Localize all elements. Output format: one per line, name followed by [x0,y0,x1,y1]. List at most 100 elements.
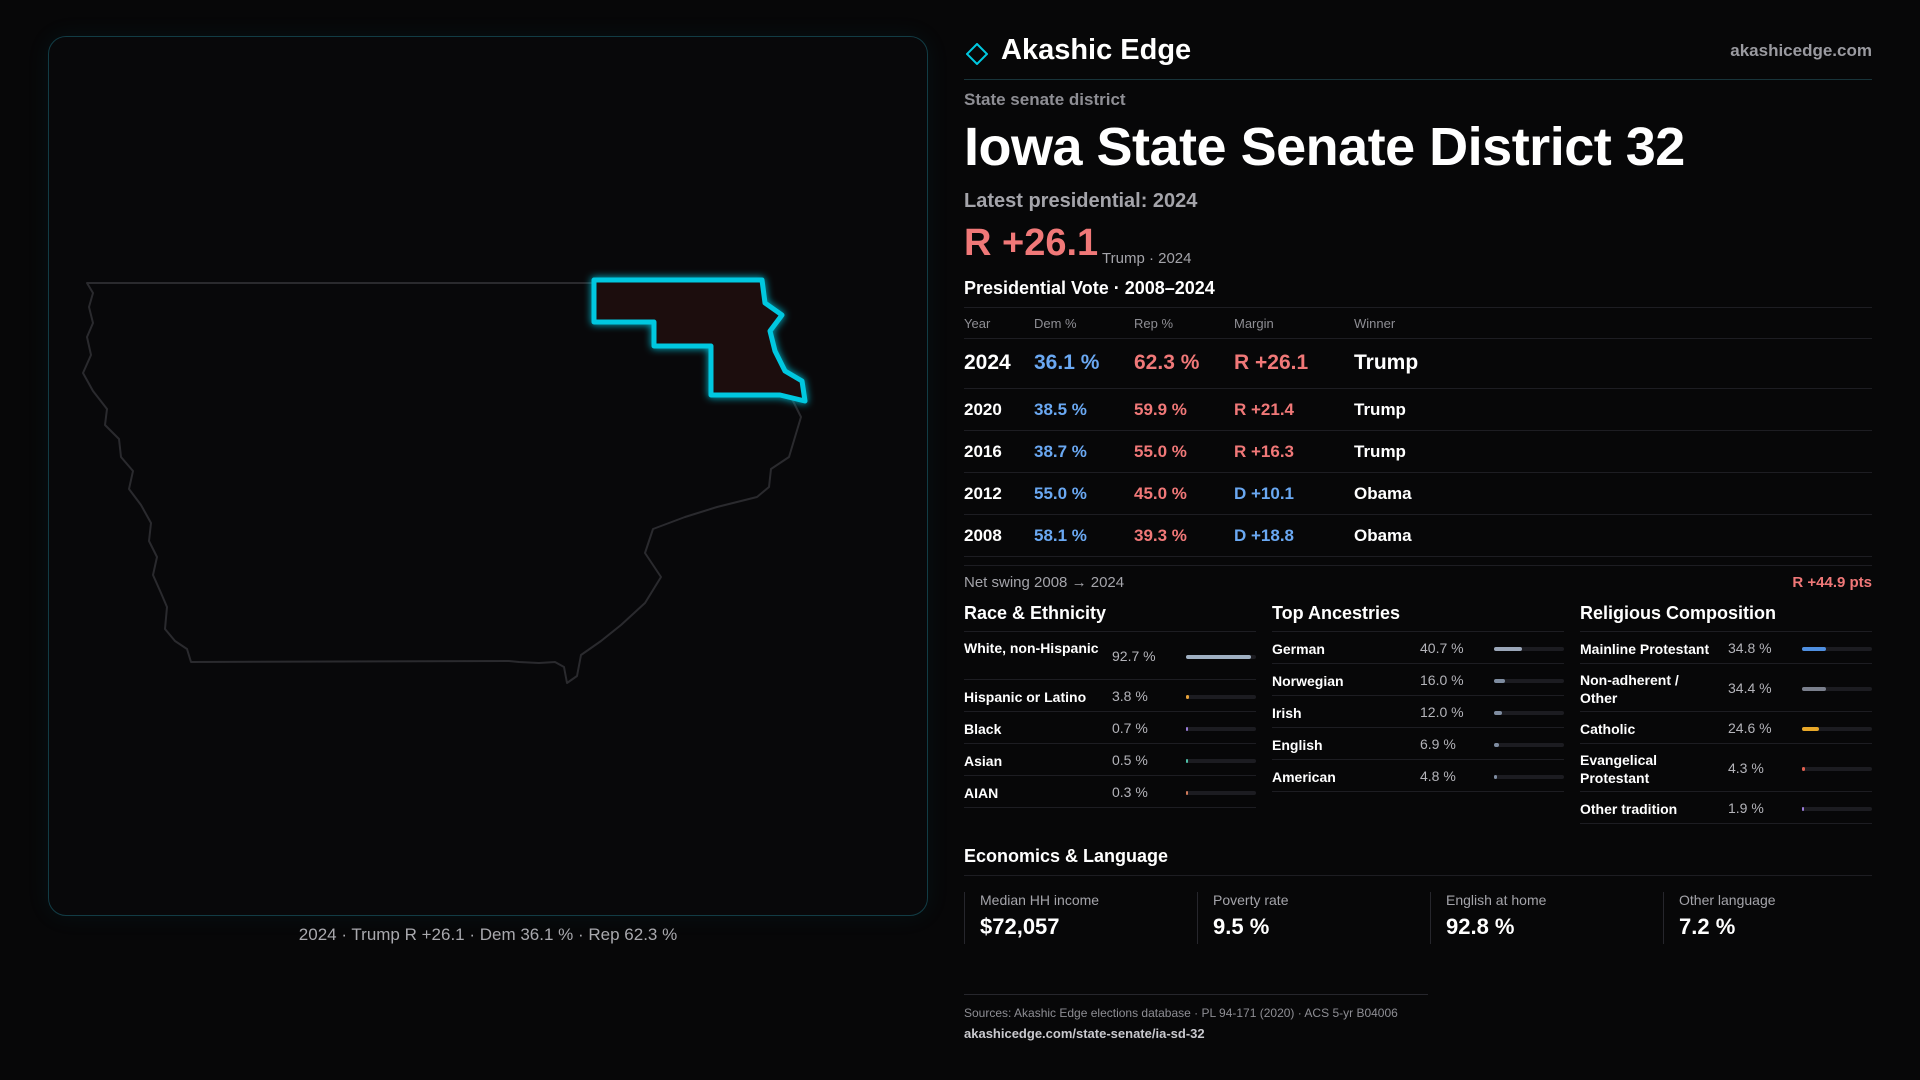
footer-url-link[interactable]: akashicedge.com/state-senate/ia-sd-32 [964,1026,1205,1041]
list-item: Mainline Protestant 34.8 % [1580,632,1872,664]
econ-card-poverty: Poverty rate 9.5 % [1197,892,1407,944]
econ-value: $72,057 [980,914,1060,939]
race-ethnicity-panel: Race & Ethnicity White, non-Hispanic 92.… [964,602,1256,808]
cell-winner: Obama [1354,484,1412,503]
bar-fill [1494,647,1523,651]
table-row: 2008 58.1 % 39.3 % D +18.8 Obama [964,515,1872,557]
econ-card-other-language: Other language 7.2 % [1663,892,1873,944]
bar-fill [1186,655,1251,659]
cell-rep: 55.0 % [1134,442,1187,461]
bar-fill [1186,759,1188,763]
item-label: Catholic [1580,721,1636,737]
bar-fill [1186,695,1189,699]
econ-label: Median HH income [980,892,1100,908]
latest-presidential-label: Latest presidential: 2024 [964,190,1198,212]
net-swing-value: R +44.9 pts [1792,574,1872,591]
econ-label: Other language [1679,892,1776,908]
item-label: English [1272,737,1323,753]
bar-fill [1802,687,1827,691]
bar-fill [1186,727,1188,731]
top-ancestries-panel: Top Ancestries German 40.7 % Norwegian 1… [1272,602,1564,792]
top-ancestries-title: Top Ancestries [1272,602,1564,632]
table-row: 2024 36.1 % 62.3 % R +26.1 Trump [964,339,1872,389]
cell-margin: R +26.1 [1234,351,1309,374]
item-value: 3.8 % [1112,688,1148,704]
district-map[interactable] [49,37,929,917]
bar-track [1802,807,1872,811]
latest-margin-value: R +26.1 [964,222,1099,264]
item-label: AIAN [964,785,999,801]
item-value: 92.7 % [1112,648,1156,664]
table-row: 2020 38.5 % 59.9 % R +21.4 Trump [964,389,1872,431]
district-32-shape[interactable] [591,277,808,404]
item-value: 6.9 % [1420,736,1456,752]
cell-rep: 39.3 % [1134,526,1187,545]
item-value: 0.7 % [1112,720,1148,736]
brand-name: Akashic Edge [1001,34,1192,66]
item-label: Norwegian [1272,673,1344,689]
latest-margin-sub: Trump · 2024 [1102,250,1192,267]
economics-title: Economics & Language [964,846,1872,876]
econ-value: 92.8 % [1446,914,1515,939]
item-value: 1.9 % [1728,800,1764,816]
religious-composition-panel: Religious Composition Mainline Protestan… [1580,602,1872,824]
bar-track [1494,647,1564,651]
cell-rep: 59.9 % [1134,400,1187,419]
item-label: Non-adherent / Other [1580,672,1679,706]
bar-track [1186,791,1256,795]
bar-fill [1494,711,1503,715]
info-panel: Akashic Edge akashicedge.com State senat… [964,0,1872,1080]
item-value: 16.0 % [1420,672,1464,688]
cell-year: 2008 [964,526,1002,545]
cell-year: 2020 [964,400,1002,419]
item-label: Hispanic or Latino [964,689,1087,705]
bar-track [1802,767,1872,771]
item-value: 24.6 % [1728,720,1772,736]
race-ethnicity-title: Race & Ethnicity [964,602,1256,632]
bar-track [1186,727,1256,731]
econ-label: English at home [1446,892,1547,908]
religious-composition-title: Religious Composition [1580,602,1872,632]
list-item: Non-adherent / Other 34.4 % [1580,664,1872,712]
item-label: Black [964,721,1002,737]
column-header-rep: Rep % [1134,316,1174,331]
cell-dem: 58.1 % [1034,526,1087,545]
item-label: Evangelical Protestant [1580,752,1658,786]
list-item: White, non-Hispanic 92.7 % [964,632,1256,680]
bar-track [1186,759,1256,763]
econ-label: Poverty rate [1213,892,1289,908]
cell-dem: 38.5 % [1034,400,1087,419]
map-panel[interactable] [48,36,928,916]
item-label: Other tradition [1580,801,1678,817]
list-item: Black 0.7 % [964,712,1256,744]
brand-url-link[interactable]: akashicedge.com [1730,41,1872,60]
list-item: Other tradition 1.9 % [1580,792,1872,824]
list-item: Evangelical Protestant 4.3 % [1580,744,1872,792]
item-label: American [1272,769,1336,785]
bar-track [1494,775,1564,779]
cell-dem: 36.1 % [1034,351,1100,374]
cell-year: 2024 [964,351,1011,374]
cell-winner: Obama [1354,526,1412,545]
brand-header: Akashic Edge akashicedge.com [964,30,1872,80]
cell-dem: 38.7 % [1034,442,1087,461]
presidential-vote-table: Year Dem % Rep % Margin Winner 2024 36.1… [964,307,1872,557]
footer-divider [964,994,1428,995]
list-item: German 40.7 % [1272,632,1564,664]
cell-rep: 62.3 % [1134,351,1200,374]
cell-year: 2016 [964,442,1002,461]
table-row: 2012 55.0 % 45.0 % D +10.1 Obama [964,473,1872,515]
bar-fill [1494,743,1499,747]
cell-winner: Trump [1354,442,1406,461]
bar-fill [1802,727,1820,731]
bar-track [1494,679,1564,683]
vote-table-title: Presidential Vote · 2008–2024 [964,278,1215,298]
bar-track [1186,695,1256,699]
item-value: 34.4 % [1728,680,1772,696]
item-label: German [1272,641,1325,657]
bar-track [1802,647,1872,651]
item-label: Irish [1272,705,1302,721]
cell-margin: R +16.3 [1234,442,1295,461]
econ-value: 7.2 % [1679,914,1736,939]
cell-rep: 45.0 % [1134,484,1187,503]
